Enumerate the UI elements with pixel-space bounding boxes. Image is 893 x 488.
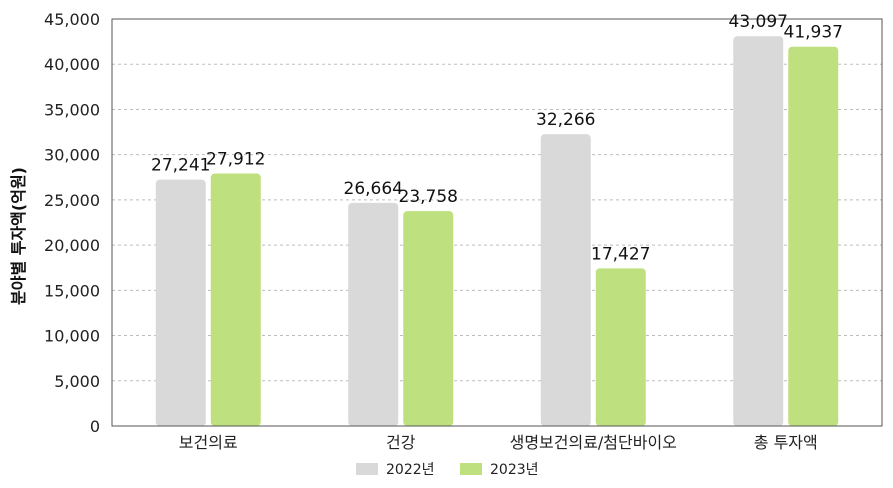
y-tick-label: 25,000 [44, 191, 100, 210]
bars [155, 36, 839, 427]
y-tick-label: 35,000 [44, 100, 100, 119]
legend-label: 2023년 [490, 462, 539, 478]
legend-swatch [356, 463, 378, 475]
bar [210, 173, 261, 426]
legend-label: 2022년 [386, 462, 435, 478]
bar [540, 134, 591, 427]
legend: 2022년 2023년 [356, 462, 539, 478]
y-tick-labels: 0 5,000 10,000 15,000 20,000 25,000 30,000 35,0… [44, 10, 100, 436]
y-tick-label: 40,000 [44, 55, 100, 74]
bar [595, 268, 646, 426]
y-tick-label: 10,000 [44, 327, 100, 346]
bar [348, 202, 399, 426]
data-label: 23,758 [399, 187, 458, 207]
y-tick-label: 45,000 [44, 10, 100, 29]
data-label: 27,912 [206, 150, 265, 170]
data-label: 17,427 [591, 244, 650, 264]
y-tick-label: 15,000 [44, 281, 100, 300]
x-tick-label: 보건의료 [179, 433, 238, 452]
legend-swatch [460, 463, 482, 475]
bar [155, 179, 206, 426]
y-tick-label: 20,000 [44, 236, 100, 255]
y-axis-label: 분야별 투자액(억원) [9, 167, 28, 305]
y-tick-label: 5,000 [54, 372, 100, 391]
data-label: 26,664 [344, 179, 403, 199]
data-label: 43,097 [729, 12, 788, 32]
x-tick-label: 생명보건의료/첨단바이오 [510, 433, 677, 452]
data-label: 32,266 [536, 110, 595, 130]
plot-frame [111, 18, 883, 427]
bar [733, 36, 784, 426]
x-tick-label: 건강 [386, 433, 416, 452]
x-tick-label: 총 투자액 [754, 433, 818, 452]
bar [788, 46, 839, 427]
data-label: 41,937 [784, 23, 843, 43]
data-label: 27,241 [151, 156, 210, 176]
x-category-labels: 보건의료 건강 생명보건의료/첨단바이오 총 투자액 [179, 433, 818, 452]
y-tick-label: 0 [90, 417, 100, 436]
y-tick-label: 30,000 [44, 146, 100, 165]
axes [111, 18, 883, 427]
bar [403, 211, 454, 426]
